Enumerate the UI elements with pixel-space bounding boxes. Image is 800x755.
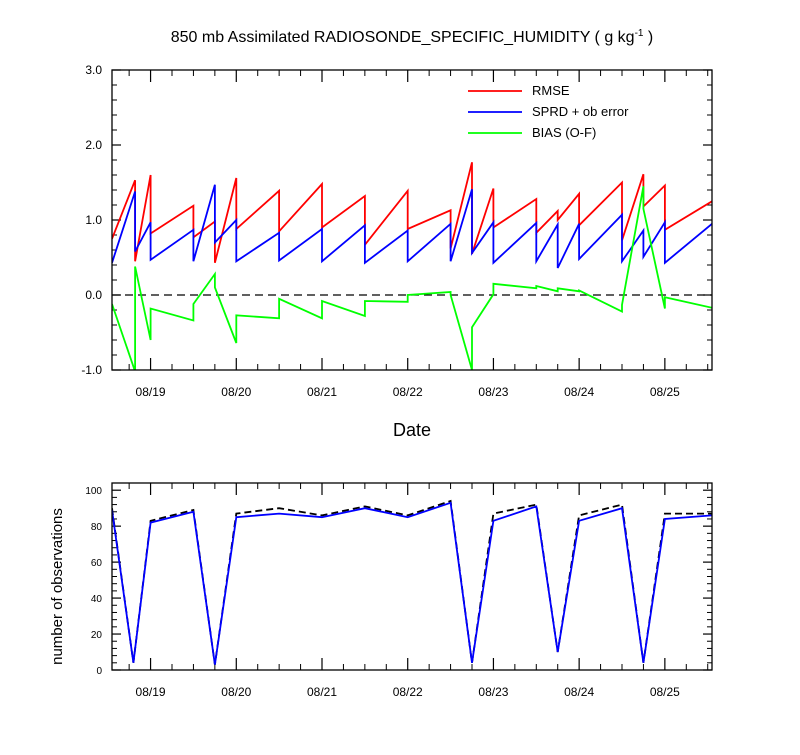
series-line-bias-o-f- bbox=[112, 186, 712, 370]
y-tick-label: 100 bbox=[85, 486, 102, 497]
plot-frame bbox=[111, 69, 713, 371]
legend-label: SPRD + ob error bbox=[532, 104, 629, 119]
chart-title: 850 mb Assimilated RADIOSONDE_SPECIFIC_H… bbox=[171, 28, 654, 46]
plot-frame bbox=[111, 482, 713, 671]
x-tick-label: 08/20 bbox=[221, 385, 251, 399]
x-tick-label: 08/24 bbox=[564, 385, 594, 399]
top-panel: -1.0 0.0 1.0 2.0 3.0 08/19 08/20 08/21 08/22 08/2… bbox=[81, 63, 713, 440]
x-axis-label: Date bbox=[393, 420, 431, 440]
x-tick-label: 08/25 bbox=[650, 685, 680, 699]
x-tick-label: 08/19 bbox=[136, 685, 166, 699]
y-axis-label: number of observations bbox=[49, 508, 66, 665]
x-tick-label: 08/19 bbox=[136, 385, 166, 399]
series-line-sprd-ob-error bbox=[112, 184, 712, 269]
y-tick-label: 3.0 bbox=[85, 63, 102, 77]
y-tick-label: -1.0 bbox=[81, 363, 102, 377]
y-tick-label: 20 bbox=[91, 630, 103, 641]
series-line-observations-possible bbox=[112, 499, 712, 665]
y-tick-label: 40 bbox=[91, 594, 103, 605]
x-tick-label: 08/21 bbox=[307, 685, 337, 699]
y-tick-label: 0 bbox=[96, 666, 102, 677]
legend-label: BIAS (O-F) bbox=[532, 125, 596, 140]
legend-label: RMSE bbox=[532, 83, 570, 98]
series-line-rmse bbox=[112, 162, 712, 264]
series-line-observations-used bbox=[112, 501, 712, 665]
title-tail: ) bbox=[643, 29, 653, 46]
y-tick-label: 2.0 bbox=[85, 138, 102, 152]
title-main: 850 mb Assimilated RADIOSONDE_SPECIFIC_H… bbox=[171, 29, 635, 46]
x-tick-label: 08/25 bbox=[650, 385, 680, 399]
x-tick-label: 08/23 bbox=[478, 685, 508, 699]
x-tick-label: 08/22 bbox=[393, 385, 423, 399]
bottom-panel: 0 20 40 60 80 100 08/19 08/20 08/21 08/22 08/23 08/… bbox=[49, 482, 713, 699]
x-tick-label: 08/22 bbox=[393, 685, 423, 699]
title-superscript: -1 bbox=[635, 28, 644, 39]
x-tick-label: 08/24 bbox=[564, 685, 594, 699]
y-tick-label: 0.0 bbox=[85, 288, 102, 302]
x-tick-label: 08/21 bbox=[307, 385, 337, 399]
x-tick-label: 08/23 bbox=[478, 385, 508, 399]
x-tick-label: 08/20 bbox=[221, 685, 251, 699]
y-tick-label: 80 bbox=[91, 522, 103, 533]
y-tick-label: 1.0 bbox=[85, 213, 102, 227]
y-tick-label: 60 bbox=[91, 558, 103, 569]
